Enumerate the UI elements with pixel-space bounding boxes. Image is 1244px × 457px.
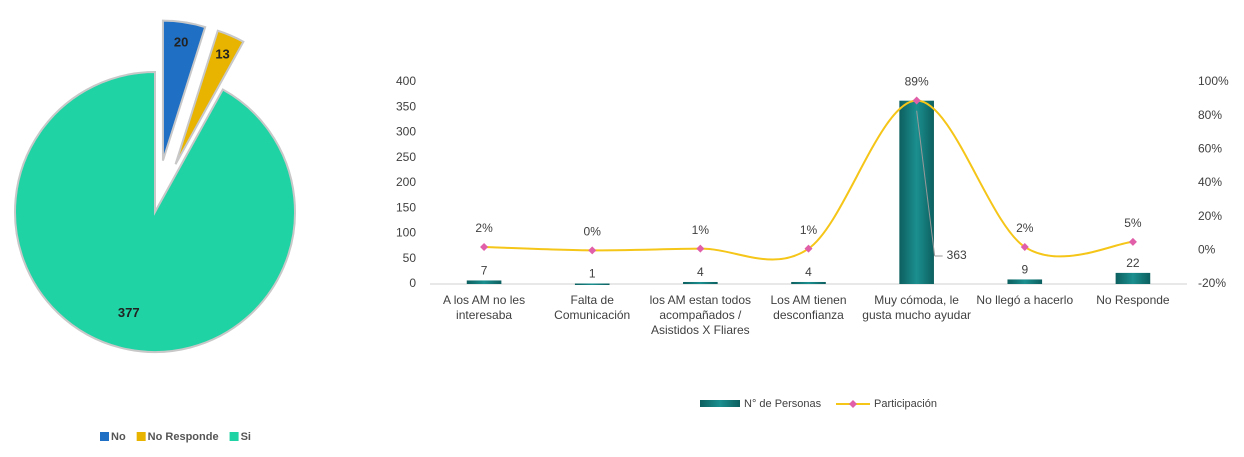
y2-tick-label: 80% <box>1198 108 1222 122</box>
leader-line <box>916 110 936 257</box>
bar <box>466 280 502 284</box>
y-tick-label: 200 <box>396 175 416 189</box>
bar <box>1115 272 1151 284</box>
line-value-label: 2% <box>475 221 493 235</box>
bar-value-label: 363 <box>947 248 967 262</box>
bar <box>683 281 718 284</box>
y2-tick-label: 60% <box>1198 142 1222 156</box>
bar-value-label: 4 <box>697 265 704 279</box>
legend-label: N° de Personas <box>744 398 822 410</box>
line-marker <box>696 244 705 253</box>
legend-label: Participación <box>874 398 937 410</box>
line-marker <box>912 96 921 105</box>
line-value-label: 0% <box>584 225 602 239</box>
line-value-label: 5% <box>1124 216 1142 230</box>
x-tick-label: No Responde <box>1096 293 1170 307</box>
pie-slice <box>174 29 245 165</box>
pie-slice <box>14 70 296 353</box>
x-tick-label: Los AM tienen desconfianza <box>770 293 847 322</box>
bar-value-label: 7 <box>481 264 488 278</box>
legend-label: No Responde <box>148 431 219 443</box>
x-tick-label: los AM estan todos acompañados / Asistid… <box>649 293 752 337</box>
y-tick-label: 100 <box>396 226 416 240</box>
bar <box>1007 279 1043 284</box>
line-marker <box>588 246 597 255</box>
legend-swatch <box>229 432 239 441</box>
line-value-label: 89% <box>905 75 929 89</box>
x-tick-label: No llegó a hacerlo <box>976 293 1074 307</box>
legend-label: Si <box>241 431 251 443</box>
line-marker <box>1128 237 1137 246</box>
slice-label: 20 <box>174 34 188 49</box>
x-tick-label: Muy cómoda, le gusta mucho ayudar <box>862 293 971 322</box>
line-value-label: 1% <box>800 223 818 237</box>
y-tick-label: 300 <box>396 125 416 139</box>
line-value-label: 1% <box>692 223 710 237</box>
bar-value-label: 4 <box>805 265 812 279</box>
y2-tick-label: 0% <box>1198 243 1216 257</box>
pie-slice <box>161 19 207 161</box>
legend-swatch <box>700 400 740 407</box>
y2-tick-label: -20% <box>1198 276 1226 290</box>
legend-label: No <box>111 431 126 443</box>
y-tick-label: 0 <box>409 276 416 290</box>
y-tick-label: 400 <box>396 74 416 88</box>
x-tick-label: A los AM no les interesaba <box>443 293 526 322</box>
y2-tick-label: 20% <box>1198 209 1222 223</box>
bar-value-label: 9 <box>1021 263 1028 277</box>
bar <box>899 100 934 284</box>
legend-swatch <box>136 432 146 441</box>
bar <box>574 283 610 285</box>
line-marker <box>1020 242 1029 251</box>
line-marker <box>480 242 489 251</box>
line-marker <box>804 244 813 253</box>
y-tick-label: 150 <box>396 200 416 214</box>
line-value-label: 2% <box>1016 221 1034 235</box>
bar <box>791 281 826 284</box>
y-tick-label: 350 <box>396 99 416 113</box>
legend-swatch <box>100 432 109 441</box>
slice-label: 13 <box>215 46 229 61</box>
bar-value-label: 1 <box>589 267 596 281</box>
legend-swatch <box>849 400 857 408</box>
slice-label: 377 <box>118 305 140 320</box>
y2-tick-label: 40% <box>1198 175 1222 189</box>
y-tick-label: 50 <box>403 251 417 265</box>
x-tick-label: Falta de Comunicación <box>554 293 631 322</box>
bar-value-label: 22 <box>1126 256 1140 270</box>
y2-tick-label: 100% <box>1198 74 1229 88</box>
y-tick-label: 250 <box>396 150 416 164</box>
